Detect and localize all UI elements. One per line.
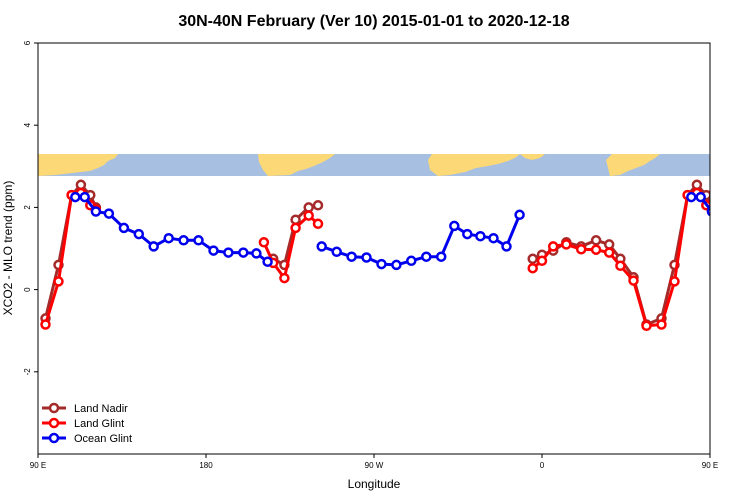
x-axis: 90 E 180 90 W 0 90 E — [30, 454, 718, 470]
data-point-ocean-glint — [421, 251, 432, 262]
data-point-ocean-glint — [251, 248, 262, 259]
data-point-ocean-glint — [208, 245, 219, 256]
y-tick-label: 4 — [23, 122, 32, 127]
data-point-ocean-glint — [316, 241, 327, 252]
series-land-glint — [40, 187, 710, 332]
data-point-land-glint — [590, 244, 602, 255]
x-tick-label: 90 W — [365, 461, 384, 470]
data-point-land-nadir — [312, 200, 324, 211]
legend-marker — [48, 432, 60, 444]
series-line-ocean-glint — [691, 195, 710, 212]
data-point-ocean-glint — [133, 228, 145, 240]
legend-item-land-nadir: Land Nadir — [42, 402, 128, 415]
data-point-land-nadir — [303, 202, 314, 213]
data-point-ocean-glint — [391, 259, 402, 271]
data-point-land-glint — [258, 237, 270, 248]
data-point-land-glint — [312, 218, 324, 230]
map-land — [38, 154, 660, 176]
data-point-land-glint — [669, 276, 680, 287]
data-point-ocean-glint — [514, 209, 525, 221]
data-layer — [40, 179, 744, 332]
x-tick-label: 0 — [540, 461, 545, 470]
series-land-nadir — [40, 179, 710, 330]
data-point-land-nadir — [590, 235, 602, 246]
chart-title: 30N-40N February (Ver 10) 2015-01-01 to … — [178, 13, 569, 30]
map-band — [38, 154, 710, 176]
data-point-ocean-glint — [193, 235, 204, 246]
y-tick-label: 0 — [23, 287, 32, 292]
data-point-land-glint — [40, 319, 51, 330]
data-point-land-glint — [641, 320, 652, 332]
data-point-ocean-glint — [695, 191, 706, 203]
data-point-land-glint — [628, 275, 639, 286]
data-point-ocean-glint — [376, 258, 387, 270]
data-point-land-glint — [536, 255, 548, 267]
data-point-ocean-glint — [223, 247, 234, 258]
data-point-ocean-glint — [406, 255, 417, 267]
y-tick-label: 2 — [23, 205, 32, 210]
map-ocean — [38, 154, 710, 176]
series-line-land-glint — [44, 191, 97, 325]
y-axis: -2 0 2 4 6 — [23, 40, 38, 375]
data-point-ocean-glint — [346, 251, 357, 262]
x-tick-label: 90 E — [30, 461, 46, 470]
legend-marker — [48, 417, 60, 429]
legend-label: Land Glint — [74, 418, 124, 430]
data-point-ocean-glint — [488, 232, 499, 244]
data-point-land-glint — [561, 239, 572, 250]
data-point-ocean-glint — [178, 235, 189, 246]
y-tick-label: 6 — [23, 40, 32, 45]
x-axis-label: Longitude — [348, 477, 401, 491]
data-point-ocean-glint — [706, 206, 710, 217]
legend-item-ocean-glint: Ocean Glint — [42, 432, 132, 445]
series-ocean-glint — [70, 191, 744, 271]
data-point-ocean-glint — [449, 220, 460, 232]
data-point-land-glint — [603, 247, 615, 258]
data-point-ocean-glint — [238, 247, 249, 258]
series-line-land-glint — [262, 214, 319, 280]
data-point-land-nadir — [290, 214, 301, 225]
y-tick-label: -2 — [23, 368, 32, 376]
data-point-ocean-glint — [118, 222, 130, 234]
x-tick-label: 90 E — [702, 461, 718, 470]
data-point-ocean-glint — [361, 252, 372, 263]
data-point-land-nadir — [75, 179, 87, 191]
data-point-land-nadir — [527, 253, 538, 265]
data-point-ocean-glint — [103, 208, 115, 219]
data-point-ocean-glint — [148, 241, 159, 252]
data-point-land-glint — [656, 319, 667, 330]
legend-label: Land Nadir — [74, 403, 128, 415]
data-point-land-glint — [575, 244, 587, 255]
data-point-land-glint — [615, 260, 626, 272]
data-point-ocean-glint — [686, 191, 697, 203]
data-point-ocean-glint — [79, 191, 90, 203]
legend-item-land-glint: Land Glint — [42, 417, 124, 430]
data-point-land-glint — [303, 210, 314, 221]
data-point-ocean-glint — [475, 230, 486, 242]
data-point-land-nadir — [603, 239, 615, 250]
data-point-land-glint — [279, 272, 290, 284]
data-point-ocean-glint — [501, 241, 512, 252]
data-point-ocean-glint — [70, 191, 81, 203]
data-point-land-glint — [547, 241, 559, 252]
data-point-ocean-glint — [721, 210, 729, 218]
data-point-land-nadir — [691, 179, 703, 191]
legend-marker — [48, 402, 60, 414]
data-point-ocean-glint — [163, 232, 174, 244]
data-point-ocean-glint — [90, 206, 102, 217]
data-point-ocean-glint — [435, 251, 447, 262]
data-point-ocean-glint — [462, 228, 473, 240]
x-tick-label: 180 — [199, 461, 213, 470]
data-point-land-glint — [53, 276, 64, 287]
data-point-ocean-glint — [331, 246, 342, 258]
data-point-ocean-glint — [736, 224, 744, 232]
y-axis-label: XCO2 - MLO trend (ppm) — [1, 181, 15, 316]
legend: Land Nadir Land Glint Ocean Glint — [42, 402, 132, 445]
data-point-ocean-glint — [262, 256, 273, 267]
data-point-land-glint — [290, 222, 301, 234]
data-point-land-glint — [527, 262, 538, 274]
legend-label: Ocean Glint — [74, 433, 132, 445]
